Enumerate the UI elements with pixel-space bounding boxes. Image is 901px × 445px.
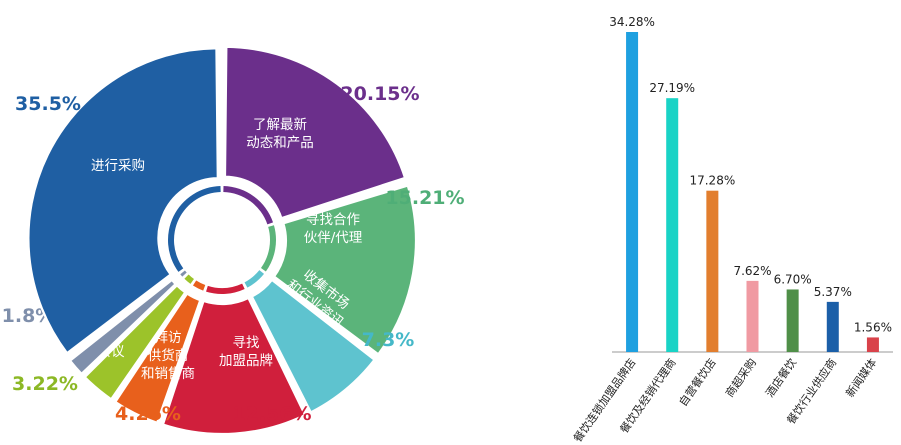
bar bbox=[626, 32, 639, 352]
inner-ring-segment bbox=[206, 283, 245, 294]
bar bbox=[866, 337, 879, 352]
bar-category-label: 酒店餐饮 bbox=[762, 356, 799, 400]
slice-label: 寻找加盟品牌 bbox=[219, 335, 273, 369]
bar-value-label: 27.19% bbox=[649, 81, 695, 95]
slice-percent-label: 35.5% bbox=[15, 93, 81, 115]
pie-slice bbox=[223, 45, 407, 220]
bar-value-label: 34.28% bbox=[609, 15, 655, 29]
inner-ring-segment bbox=[223, 186, 274, 225]
bar-value-label: 5.37% bbox=[814, 285, 852, 299]
bar-value-label: 17.28% bbox=[689, 174, 735, 188]
bar-chart: 34.28%餐饮连锁加盟品牌店27.19%餐饮及经销代理商17.28%自营餐饮店… bbox=[570, 15, 893, 445]
slice-percent-label: 4.26% bbox=[115, 403, 181, 425]
slice-percent-label: 15.21% bbox=[385, 187, 464, 209]
slice-percent-label: 1.8% bbox=[2, 305, 55, 327]
donut-chart: 了解最新动态和产品20.15%寻找合作伙伴/代理15.21%收集市场和行业资讯7… bbox=[2, 45, 465, 436]
bar-value-label: 1.56% bbox=[854, 320, 892, 334]
slice-label: 寻找合作伙伴/代理 bbox=[304, 212, 363, 246]
bar bbox=[826, 301, 839, 352]
pie-slice bbox=[68, 278, 178, 376]
inner-ring-segment bbox=[180, 270, 187, 277]
inner-ring-segment bbox=[168, 186, 221, 272]
bar-category-label: 自营餐饮店 bbox=[676, 356, 719, 409]
bar bbox=[746, 280, 759, 352]
pie-slice bbox=[83, 283, 187, 401]
bar bbox=[786, 289, 799, 352]
bar-category-label: 新闻媒体 bbox=[843, 356, 880, 400]
pie-slice bbox=[272, 184, 418, 356]
bar-value-label: 6.70% bbox=[774, 272, 812, 286]
slice-label: 了解最新动态和产品 bbox=[246, 117, 314, 151]
inner-ring-segment bbox=[192, 280, 206, 291]
slice-percent-label: 7.3% bbox=[362, 329, 415, 351]
slice-label: 拜访供货商和销售商 bbox=[141, 330, 195, 382]
pie-slice bbox=[113, 292, 202, 425]
pie-slice bbox=[161, 296, 307, 436]
bar-value-label: 7.62% bbox=[733, 264, 771, 278]
bar bbox=[706, 190, 719, 352]
inner-ring-segment bbox=[244, 270, 265, 288]
slice-label: 进行采购 bbox=[91, 158, 145, 174]
slice-percent-label: 20.15% bbox=[340, 83, 419, 105]
bar bbox=[666, 98, 679, 353]
inner-ring-segment bbox=[184, 274, 194, 284]
pie-slice bbox=[250, 278, 377, 414]
pie-slice bbox=[27, 47, 219, 355]
bar-category-label: 商超采购 bbox=[722, 356, 759, 400]
slice-percent-label: 3.22% bbox=[12, 373, 78, 395]
inner-ring-segment bbox=[260, 225, 276, 272]
slice-percent-label: 12.56% bbox=[232, 403, 311, 425]
